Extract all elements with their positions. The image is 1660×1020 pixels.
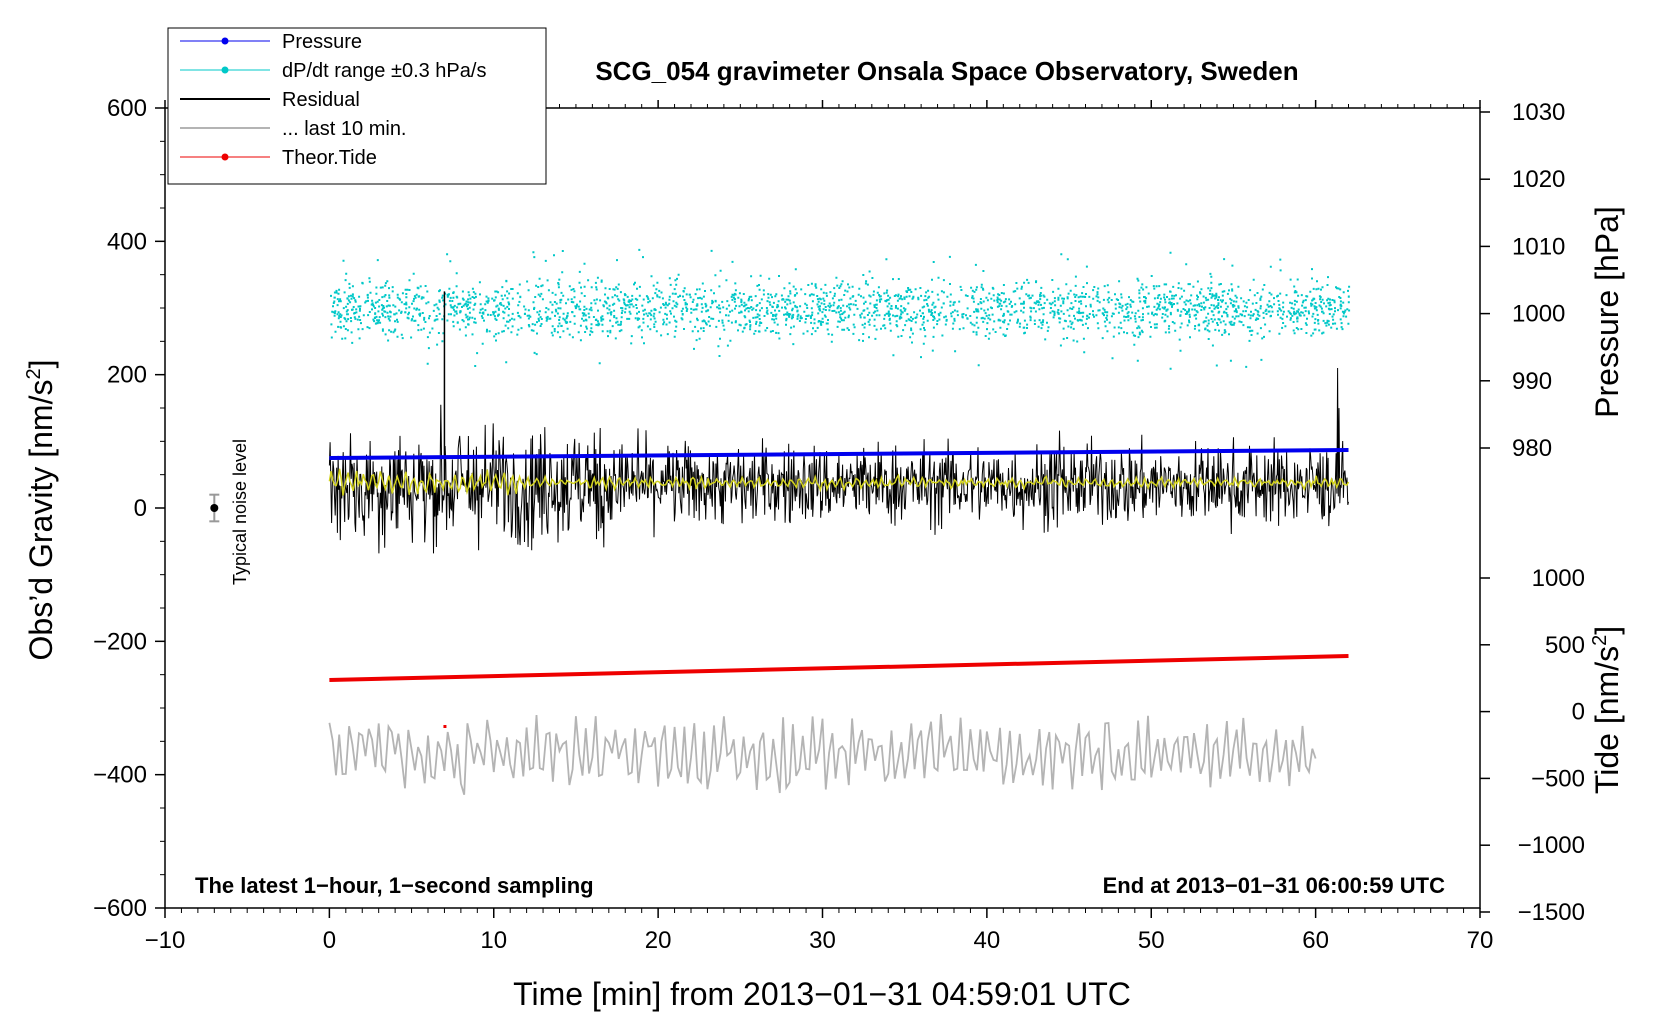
y-tide-tick-label: −1500 bbox=[1518, 899, 1585, 926]
legend-swatch-dot bbox=[222, 38, 229, 45]
ticks-layer: −10 0 10 20 30 40 50 60 706004002000−200−400−600… bbox=[93, 95, 1585, 954]
residual-line bbox=[329, 368, 1348, 553]
y-tide-tick-label: 1000 bbox=[1532, 565, 1585, 592]
x-tick-label: 70 bbox=[1467, 927, 1494, 954]
y-left-tick-label: −600 bbox=[93, 895, 147, 922]
y-tide-tick-label: 500 bbox=[1545, 632, 1585, 659]
chart-title: SCG_054 gravimeter Onsala Space Observat… bbox=[595, 56, 1298, 86]
note-sampling: The latest 1−hour, 1−second sampling bbox=[195, 873, 594, 898]
noise-point bbox=[210, 504, 218, 512]
legend-label: dP/dt range ±0.3 hPa/s bbox=[282, 60, 486, 82]
series-layer bbox=[329, 249, 1350, 795]
x-tick-label: 10 bbox=[480, 927, 507, 954]
noise-level-marker bbox=[209, 495, 219, 522]
y-right-tide-title: Tide [nm/s2] bbox=[1589, 626, 1625, 794]
y-pressure-tick-label: 1010 bbox=[1512, 233, 1565, 260]
legend-label: Pressure bbox=[282, 31, 362, 53]
legend-swatch-dot bbox=[222, 154, 229, 161]
y-left-tick-label: −400 bbox=[93, 762, 147, 789]
y-right-tide-title-end: ] bbox=[1589, 626, 1625, 635]
x-tick-label: 20 bbox=[645, 927, 672, 954]
x-tick-label: 60 bbox=[1302, 927, 1329, 954]
theor-tide-dot bbox=[443, 725, 446, 728]
y-left-tick-label: 0 bbox=[134, 495, 147, 522]
y-pressure-tick-label: 1020 bbox=[1512, 166, 1565, 193]
y-left-axis-title-sup: 2 bbox=[23, 368, 45, 379]
x-axis-title: Time [min] from 2013−01−31 04:59:01 UTC bbox=[513, 976, 1131, 1012]
y-tide-tick-label: 0 bbox=[1572, 699, 1585, 726]
noise-level-label: Typical noise level bbox=[230, 439, 250, 585]
y-pressure-tick-label: 990 bbox=[1512, 368, 1552, 395]
y-left-tick-label: 400 bbox=[107, 228, 147, 255]
x-tick-label: −10 bbox=[145, 927, 186, 954]
y-left-axis-title-end: ] bbox=[23, 360, 59, 369]
legend-label: Theor.Tide bbox=[282, 147, 377, 169]
note-end-time: End at 2013−01−31 06:00:59 UTC bbox=[1103, 873, 1446, 898]
y-left-axis-title-main: Obs’d Gravity [nm/s bbox=[23, 380, 59, 661]
dpdt-scatter bbox=[330, 249, 1350, 370]
y-left-tick-label: 600 bbox=[107, 95, 147, 122]
x-tick-label: 50 bbox=[1138, 927, 1165, 954]
x-tick-label: 30 bbox=[809, 927, 836, 954]
y-left-axis-title: Obs’d Gravity [nm/s2] bbox=[23, 360, 59, 661]
x-tick-label: 0 bbox=[323, 927, 336, 954]
y-right-tide-title-sup: 2 bbox=[1589, 635, 1611, 646]
legend: Pressure dP/dt range ±0.3 hPa/s Residual..… bbox=[168, 28, 546, 184]
y-left-tick-label: −200 bbox=[93, 628, 147, 655]
legend-label: Residual bbox=[282, 89, 360, 111]
y-pressure-tick-label: 980 bbox=[1512, 435, 1552, 462]
theor-tide-line bbox=[329, 656, 1348, 680]
legend-swatch-dot bbox=[222, 67, 229, 74]
y-pressure-tick-label: 1030 bbox=[1512, 99, 1565, 126]
y-left-tick-label: 200 bbox=[107, 362, 147, 389]
gravimeter-chart: −10 0 10 20 30 40 50 60 706004002000−200−400−600… bbox=[0, 0, 1660, 1020]
y-tide-tick-label: −500 bbox=[1531, 765, 1585, 792]
legend-label: ... last 10 min. bbox=[282, 118, 407, 140]
y-pressure-tick-label: 1000 bbox=[1512, 301, 1565, 328]
x-tick-label: 40 bbox=[974, 927, 1001, 954]
last-10-min-line bbox=[329, 714, 1315, 795]
y-right-tide-title-main: Tide [nm/s bbox=[1589, 646, 1625, 794]
y-right-pressure-title: Pressure [hPa] bbox=[1589, 206, 1625, 418]
y-tide-tick-label: −1000 bbox=[1518, 832, 1585, 859]
